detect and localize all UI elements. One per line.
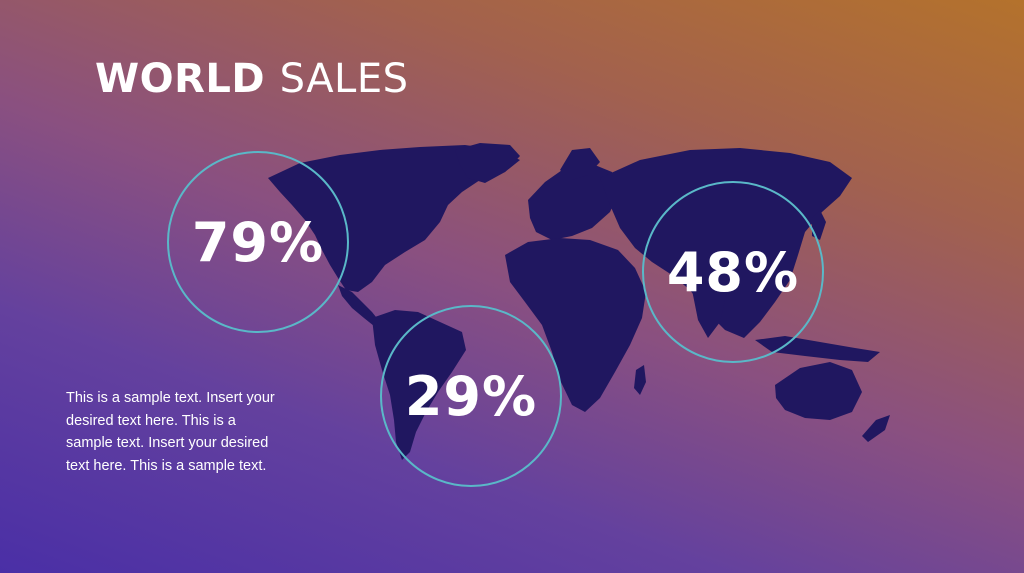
stat-circle-south-america: 29% — [380, 305, 562, 487]
title-light: SALES — [279, 56, 409, 102]
stat-value-asia: 48% — [666, 240, 800, 304]
scandinavia-shape — [560, 148, 600, 180]
stat-value-north-america: 79% — [191, 210, 325, 274]
central-america-shape — [338, 285, 380, 326]
stat-value-south-america: 29% — [404, 364, 538, 428]
africa-shape — [505, 238, 646, 412]
greenland-shape — [455, 143, 520, 183]
body-text: This is a sample text. Insert your desir… — [66, 390, 275, 474]
title-bold: WORLD — [95, 56, 266, 102]
new-zealand-shape — [862, 415, 890, 442]
europe-shape — [528, 163, 620, 240]
madagascar-shape — [634, 365, 646, 395]
stat-circle-north-america: 79% — [167, 151, 349, 333]
slide-title: WORLD SALES — [95, 56, 409, 102]
stat-circle-asia: 48% — [642, 181, 824, 363]
japan-shape — [812, 210, 826, 240]
australia-shape — [775, 362, 862, 420]
